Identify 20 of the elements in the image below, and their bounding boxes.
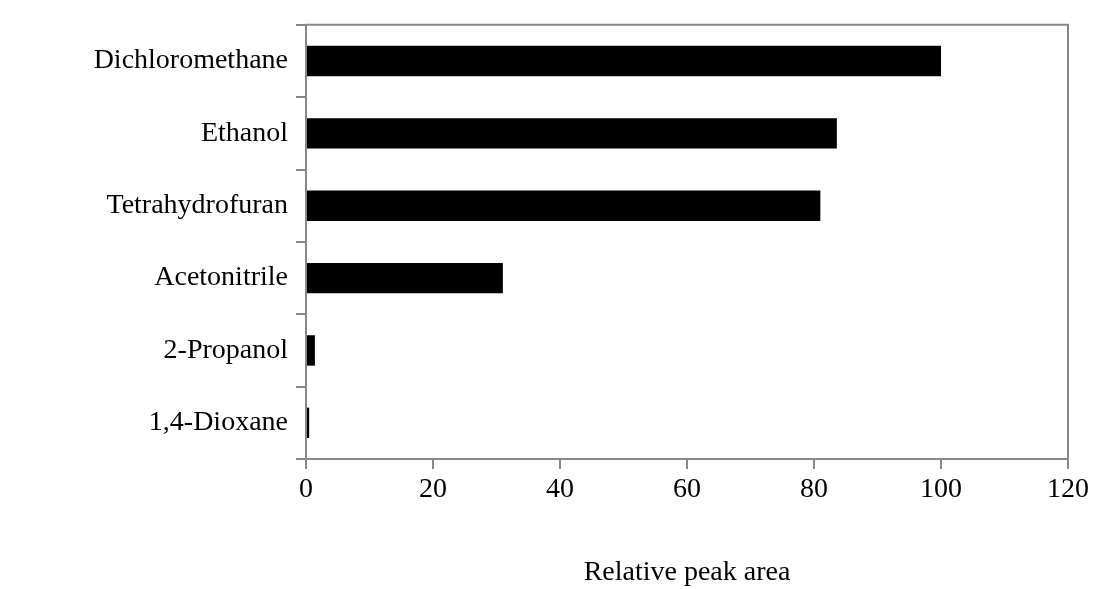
x-tick-label: 60 [673, 472, 701, 504]
x-tick-label: 100 [920, 472, 962, 504]
y-tick-label: Tetrahydrofuran [106, 188, 288, 220]
y-tick-label: 1,4-Dioxane [148, 405, 288, 437]
x-axis-title: Relative peak area [583, 554, 791, 586]
x-tick-label: 20 [419, 472, 447, 504]
bar [307, 262, 503, 294]
x-tick-label: 120 [1047, 472, 1089, 504]
x-tick-label: 0 [299, 472, 313, 504]
x-tick-label: 40 [546, 472, 574, 504]
bar [307, 118, 837, 149]
y-tick-label: 2-Propanol [163, 332, 289, 364]
bar [307, 407, 310, 439]
bar [307, 45, 941, 77]
bar [307, 335, 315, 366]
y-tick-label: Acetonitrile [154, 260, 288, 292]
x-tick-label: 80 [800, 472, 828, 504]
y-tick-label: Dichloromethane [93, 43, 288, 75]
bar [307, 190, 821, 221]
y-tick-label: Ethanol [200, 115, 289, 147]
